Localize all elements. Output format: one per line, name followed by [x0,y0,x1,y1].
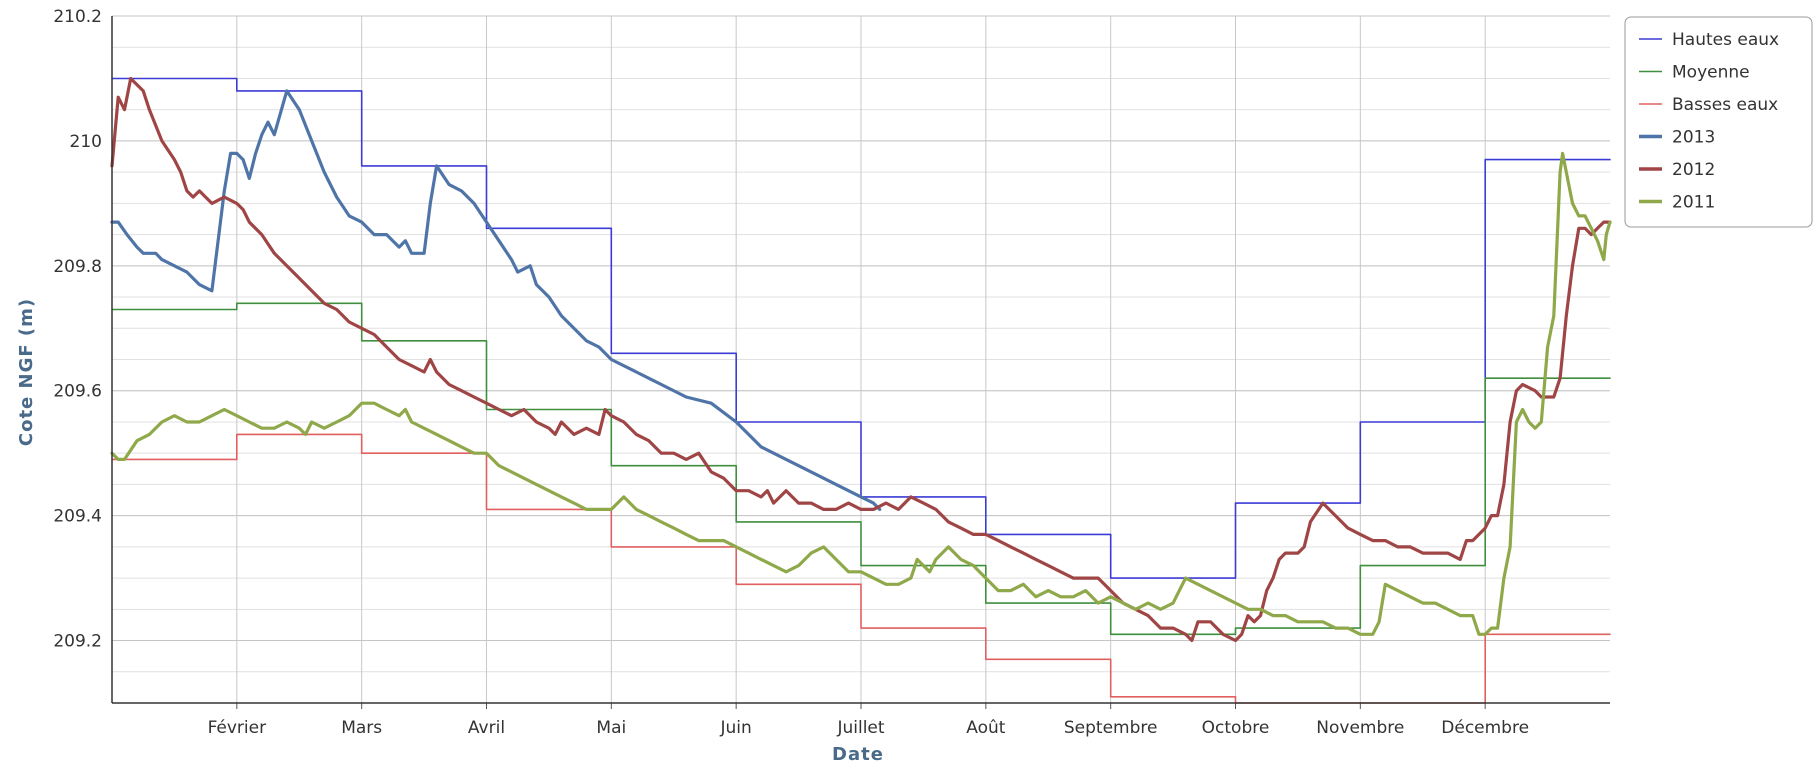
y-tick-label: 209.2 [53,632,102,652]
x-tick-label: Octobre [1202,718,1270,738]
x-tick-label: Décembre [1441,718,1529,738]
x-tick-label: Septembre [1064,718,1158,738]
legend-label-2011: 2011 [1672,193,1715,213]
legend: Hautes eaux Moyenne Basses eaux 2013 2012 201… [1624,16,1813,228]
x-tick-label: Juin [720,718,752,738]
series-line-moyenne [111,302,1611,636]
legend-label-moyenne: Moyenne [1672,63,1750,83]
y-axis-title: Cote NGF (m) [16,298,37,446]
legend-label-2013: 2013 [1672,128,1715,148]
y-tick-label: 210 [70,132,102,152]
x-tick-label: Avril [468,718,505,738]
series-line-2013 [110,89,882,511]
y-tick-label: 210.2 [53,7,102,27]
legend-label-hautes-eaux: Hautes eaux [1672,30,1779,50]
series-line-2012 [110,76,1612,643]
y-tick-label: 209.6 [53,382,102,402]
x-tick-label: Novembre [1316,718,1404,738]
x-tick-label: Mars [341,718,382,738]
series-line-hautes-eaux [111,77,1611,579]
x-tick-label: Août [966,718,1006,738]
legend-label-basses-eaux: Basses eaux [1672,95,1778,115]
x-tick-label: Juillet [836,718,884,738]
series-line-2011 [110,151,1612,636]
x-tick-label: Février [208,718,267,738]
x-tick-label: Mai [596,718,626,738]
x-axis-title: Date [832,744,884,765]
y-tick-label: 209.8 [53,257,102,277]
legend-label-2012: 2012 [1672,160,1715,180]
y-tick-label: 209.4 [53,507,102,527]
legend-box [1624,16,1813,228]
